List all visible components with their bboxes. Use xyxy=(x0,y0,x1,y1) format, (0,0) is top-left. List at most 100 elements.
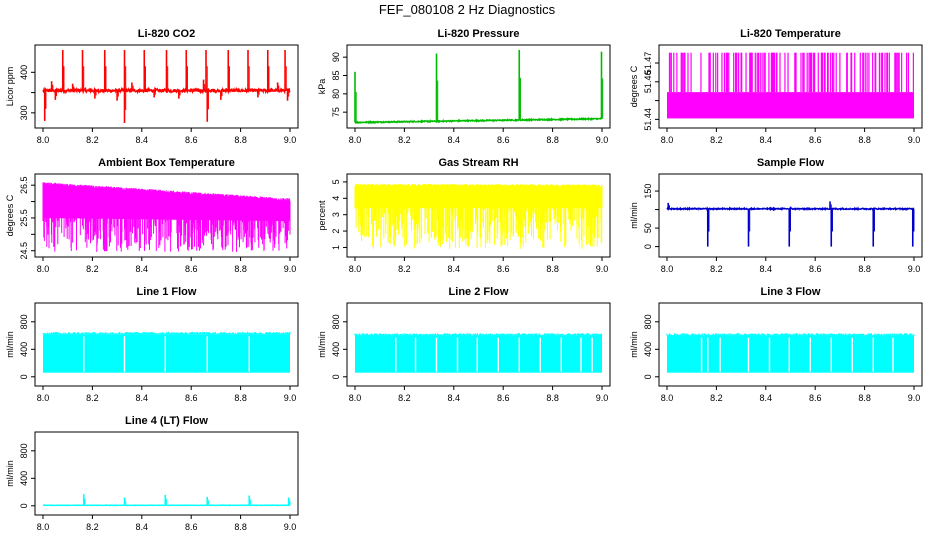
x-tick-label: 8.4 xyxy=(760,393,773,403)
plot-box xyxy=(346,302,611,387)
x-tick-label: 8.8 xyxy=(858,393,871,403)
y-tick-label: 400 xyxy=(19,65,29,80)
x-tick-label: 8.8 xyxy=(546,393,559,403)
panel-1: Li-820 CO2 Licor ppm 8.0 8.2 8.4 8.6 8.8 9.0 300… xyxy=(5,28,299,145)
y-tick-label: 0 xyxy=(19,503,29,508)
series-band xyxy=(43,334,290,373)
panel-5: Gas Stream RH percent 8.0 8.2 8.4 8.6 8.8 9.0 1 2… xyxy=(317,157,611,274)
x-tick-label: 8.8 xyxy=(858,135,871,145)
x-tick-label: 8.4 xyxy=(448,264,461,274)
y-axis-label: ml/min xyxy=(5,331,15,358)
x-tick-label: 9.0 xyxy=(284,264,297,274)
x-tick-label: 8.6 xyxy=(185,135,198,145)
plot-box xyxy=(34,302,299,387)
panel-title: Line 2 Flow xyxy=(449,286,509,298)
x-tick-label: 8.6 xyxy=(809,135,822,145)
y-tick-label: 800 xyxy=(19,443,29,458)
y-tick-label: 4 xyxy=(331,196,341,201)
series-data xyxy=(354,333,603,373)
x-tick-label: 8.8 xyxy=(546,264,559,274)
y-tick-label: 90 xyxy=(331,52,341,62)
x-tick-label: 8.4 xyxy=(136,135,149,145)
x-tick-label: 8.0 xyxy=(661,135,674,145)
y-tick-label: 51.46 xyxy=(643,71,653,94)
series-line xyxy=(354,116,603,125)
y-tick-label: 75 xyxy=(331,107,341,117)
series-band xyxy=(355,335,602,373)
x-tick-label: 8.0 xyxy=(37,264,50,274)
x-tick-label: 8.2 xyxy=(710,393,723,403)
x-tick-label: 8.6 xyxy=(185,393,198,403)
x-tick-label: 8.8 xyxy=(234,264,247,274)
series-data xyxy=(354,183,603,249)
x-tick-label: 8.0 xyxy=(349,135,362,145)
y-tick-label: 3 xyxy=(331,212,341,217)
panel-title: Li-820 Temperature xyxy=(740,28,841,40)
x-tick-label: 8.2 xyxy=(86,393,99,403)
y-tick-label: 150 xyxy=(643,184,653,199)
y-axis-label: ml/min xyxy=(317,331,327,358)
x-tick-label: 9.0 xyxy=(284,135,297,145)
plot-box xyxy=(34,173,299,258)
x-tick-label: 8.2 xyxy=(710,264,723,274)
panel-6: Sample Flow ml/min 8.0 8.2 8.4 8.6 8.8 9.0 0 50 15… xyxy=(629,157,923,274)
plot-box xyxy=(34,44,299,129)
panel-4: Ambient Box Temperature degrees C 8.0 8.2 8.… xyxy=(5,157,299,274)
x-tick-label: 8.4 xyxy=(136,522,149,532)
x-tick-label: 8.0 xyxy=(37,135,50,145)
y-tick-label: 300 xyxy=(19,105,29,120)
x-tick-label: 8.8 xyxy=(234,522,247,532)
y-tick-label: 51.44 xyxy=(643,108,653,131)
series-data xyxy=(667,52,914,119)
y-tick-label: 2 xyxy=(331,229,341,234)
y-tick-label: 800 xyxy=(19,314,29,329)
x-tick-label: 9.0 xyxy=(596,264,609,274)
x-tick-label: 8.2 xyxy=(86,522,99,532)
x-tick-label: 8.2 xyxy=(86,264,99,274)
y-tick-label: 400 xyxy=(331,342,341,357)
x-tick-label: 8.6 xyxy=(497,135,510,145)
y-tick-label: 1 xyxy=(331,245,341,250)
x-tick-label: 9.0 xyxy=(908,135,921,145)
x-tick-label: 8.4 xyxy=(448,393,461,403)
panel-title: Li-820 CO2 xyxy=(138,28,195,40)
panel-title: Li-820 Pressure xyxy=(438,28,520,40)
y-axis-label: kPa xyxy=(317,79,327,95)
panel-title: Line 4 (LT) Flow xyxy=(125,415,208,427)
series-data xyxy=(42,494,291,507)
plot-box xyxy=(658,302,923,387)
x-tick-label: 8.0 xyxy=(349,264,362,274)
series-data xyxy=(42,331,291,373)
plot-box xyxy=(658,173,923,258)
x-tick-label: 8.2 xyxy=(710,135,723,145)
y-axis-label: ml/min xyxy=(629,331,639,358)
series-top-noise xyxy=(42,331,291,335)
series-band xyxy=(354,183,603,249)
panel-10: Line 4 (LT) Flow ml/min 8.0 8.2 8.4 8.6 8.8 9.0… xyxy=(5,415,299,532)
plot-box xyxy=(346,173,611,258)
x-tick-label: 9.0 xyxy=(908,393,921,403)
y-axis-label: ml/min xyxy=(629,202,639,229)
y-tick-label: 0 xyxy=(643,374,653,379)
y-tick-label: 5 xyxy=(331,179,341,184)
y-tick-label: 80 xyxy=(331,89,341,99)
x-tick-label: 8.8 xyxy=(858,264,871,274)
x-tick-label: 8.6 xyxy=(185,522,198,532)
series-data xyxy=(354,49,604,125)
y-tick-label: 0 xyxy=(19,374,29,379)
y-tick-label: 85 xyxy=(331,70,341,80)
y-tick-label: 400 xyxy=(643,342,653,357)
x-tick-label: 9.0 xyxy=(284,393,297,403)
x-tick-label: 8.6 xyxy=(497,393,510,403)
y-tick-label: 0 xyxy=(331,374,341,379)
x-tick-label: 8.2 xyxy=(398,264,411,274)
x-tick-label: 8.2 xyxy=(86,135,99,145)
y-tick-label: 0 xyxy=(643,244,653,249)
panel-title: Sample Flow xyxy=(757,157,825,169)
x-tick-label: 9.0 xyxy=(908,264,921,274)
x-tick-label: 8.2 xyxy=(398,135,411,145)
x-tick-label: 8.0 xyxy=(37,522,50,532)
plot-box xyxy=(346,44,611,129)
series-top-noise xyxy=(666,333,915,336)
